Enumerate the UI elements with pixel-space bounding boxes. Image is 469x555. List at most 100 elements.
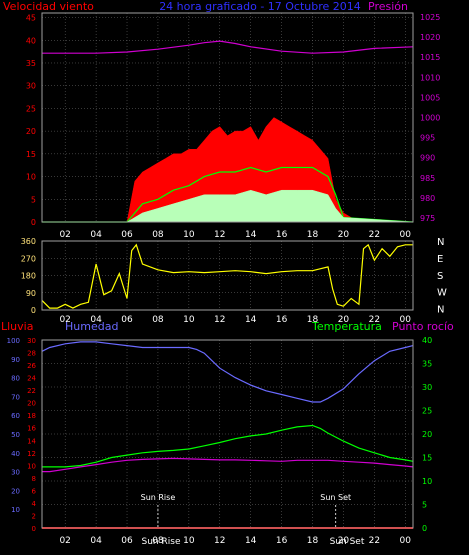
pressure-tick-label: 1020: [420, 33, 440, 42]
direction-tick-label: 270: [21, 254, 36, 263]
x-tick-label: 00: [400, 536, 412, 546]
x-tick-label: 10: [183, 230, 195, 240]
x-tick-label: 08: [152, 230, 164, 240]
humidity-tick-label: 30: [11, 469, 20, 477]
pressure-tick-label: 975: [420, 214, 435, 223]
temperature-tick-label: 25: [422, 407, 432, 416]
rain-tick-label: 26: [27, 362, 36, 370]
x-tick-label: 06: [121, 536, 133, 546]
climate-panel-frame: [41, 339, 414, 529]
wind-speed-tick-label: 20: [26, 127, 36, 136]
pressure-tick-label: 1005: [420, 93, 440, 102]
x-tick-label: 06: [121, 230, 133, 240]
pressure-tick-label: 1010: [420, 73, 440, 82]
wind-speed-title: Velocidad viento: [3, 0, 94, 13]
temperature-tick-label: 20: [422, 430, 432, 439]
x-tick-label: 18: [307, 230, 319, 240]
temperature-title: Temperatura: [311, 320, 382, 333]
x-tick-label: 20: [338, 536, 350, 546]
x-tick-label: 20: [338, 315, 350, 325]
rain-tick-label: 10: [27, 462, 36, 470]
sun-annotation-label: Sun Set: [320, 493, 351, 502]
x-tick-label: 14: [245, 536, 257, 546]
x-tick-label: 02: [59, 315, 70, 325]
sun-annotation-label: Sun Rise: [141, 493, 176, 502]
wind-low-area: [42, 189, 414, 223]
wind-direction-line: [41, 243, 413, 309]
wind-speed-tick-label: 30: [26, 82, 36, 91]
chart-layer: 0510152025303540459759809859909951000100…: [7, 12, 447, 546]
temperature-tick-label: 0: [422, 524, 427, 533]
rain-tick-label: 6: [32, 487, 37, 495]
x-tick-label: 12: [214, 230, 225, 240]
x-tick-label: 02: [59, 230, 70, 240]
wind-speed-tick-label: 5: [31, 195, 36, 204]
x-tick-label: 16: [276, 230, 288, 240]
rain-tick-label: 22: [27, 387, 36, 395]
rain-tick-label: 4: [32, 500, 37, 508]
wind-panel-frame: [41, 12, 414, 223]
x-tick-label: 00: [400, 315, 412, 325]
pressure-tick-label: 985: [420, 174, 435, 183]
temperature-tick-label: 5: [422, 501, 427, 510]
humidity-tick-label: 100: [7, 337, 20, 345]
compass-label: N: [437, 305, 444, 316]
x-tick-label: 14: [245, 315, 257, 325]
x-tick-label: 18: [307, 315, 319, 325]
rain-tick-label: 8: [32, 475, 36, 483]
rain-tick-label: 0: [32, 525, 36, 533]
wind-speed-tick-label: 45: [26, 14, 36, 23]
pressure-tick-label: 1025: [420, 13, 440, 22]
x-tick-label: 04: [90, 230, 102, 240]
dewpoint-line: [42, 457, 414, 473]
x-tick-label: 04: [90, 315, 102, 325]
humidity-tick-label: 70: [11, 393, 20, 401]
x-tick-label: 10: [183, 536, 195, 546]
wind-speed-tick-label: 10: [26, 173, 36, 182]
wind-speed-tick-label: 15: [26, 150, 36, 159]
rain-tick-label: 14: [27, 437, 36, 445]
rain-tick-label: 24: [27, 375, 36, 383]
pressure-tick-label: 995: [420, 134, 435, 143]
x-tick-label: 08: [152, 315, 164, 325]
x-tick-label: 04: [90, 536, 102, 546]
direction-tick-label: 0: [31, 306, 36, 315]
wind-speed-tick-label: 25: [26, 104, 36, 113]
humidity-tick-label: 90: [11, 356, 20, 364]
wind-speed-tick-label: 35: [26, 59, 36, 68]
rain-tick-label: 28: [27, 350, 36, 358]
sunset-bottom-label: Sun Set: [330, 537, 365, 547]
temperature-tick-label: 30: [422, 383, 432, 392]
temperature-line: [42, 424, 414, 468]
temperature-tick-label: 35: [422, 360, 432, 369]
x-tick-label: 02: [59, 536, 70, 546]
wind-average-line: [42, 166, 414, 223]
direction-tick-label: 360: [21, 237, 36, 246]
humidity-tick-label: 50: [11, 431, 20, 439]
x-tick-label: 22: [369, 230, 380, 240]
wind-speed-tick-label: 40: [26, 36, 36, 45]
x-tick-label: 12: [214, 315, 225, 325]
x-tick-label: 06: [121, 315, 133, 325]
humidity-title: Humedad: [65, 320, 118, 333]
compass-label: E: [437, 254, 443, 265]
rain-tick-label: 16: [27, 425, 36, 433]
date-title: 24 hora graficado - 17 Octubre 2014: [159, 0, 361, 13]
rain-tick-label: 12: [27, 450, 36, 458]
temperature-tick-label: 40: [422, 336, 432, 345]
pressure-tick-label: 1000: [420, 114, 440, 123]
x-tick-label: 22: [369, 315, 380, 325]
pressure-title: Presión: [368, 0, 408, 13]
pressure-tick-label: 980: [420, 194, 435, 203]
x-tick-label: 16: [276, 536, 288, 546]
compass-label: S: [437, 271, 443, 282]
pressure-tick-label: 1015: [420, 53, 440, 62]
x-tick-label: 18: [307, 536, 319, 546]
humidity-tick-label: 40: [11, 450, 20, 458]
direction-panel-frame: [41, 240, 414, 311]
rain-title: Lluvia: [1, 320, 33, 333]
rain-tick-label: 18: [27, 412, 36, 420]
x-tick-label: 16: [276, 315, 288, 325]
